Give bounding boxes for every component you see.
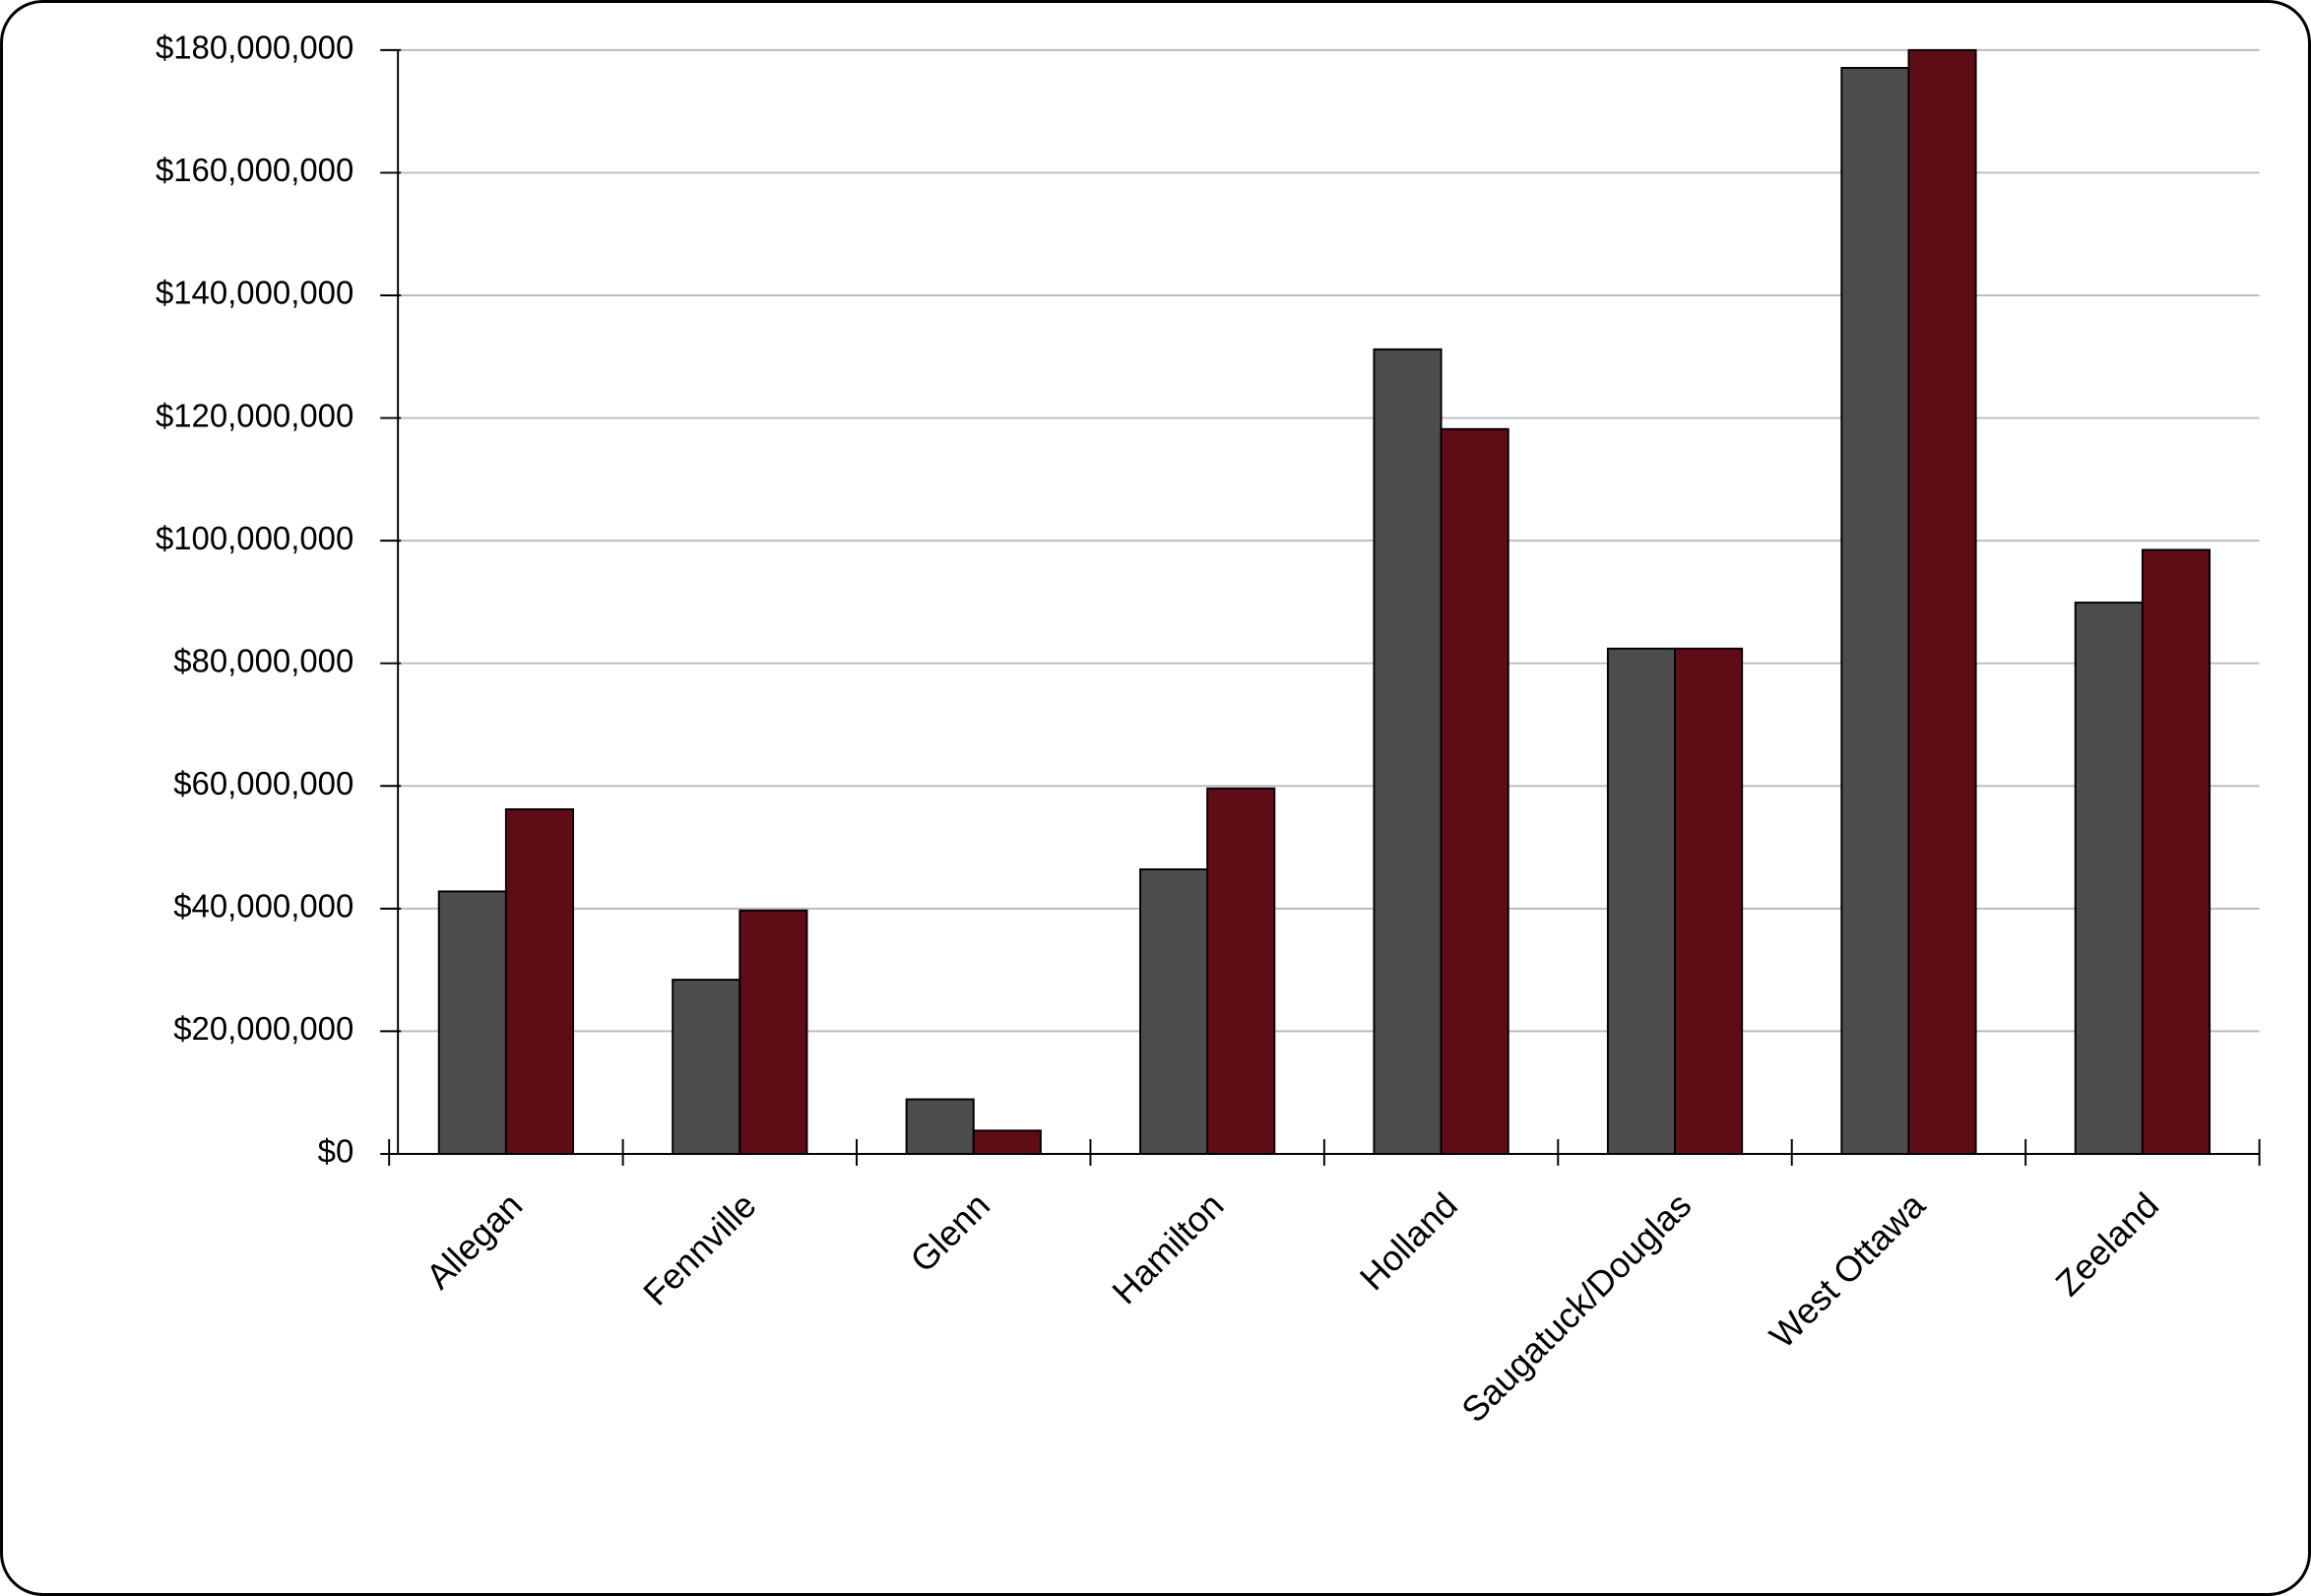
- bar: [1440, 427, 1509, 1155]
- y-tick-label: $160,000,000: [156, 152, 353, 188]
- y-tick-label: $60,000,000: [173, 765, 353, 801]
- bar: [972, 1129, 1042, 1155]
- y-tick-label: $100,000,000: [156, 520, 353, 556]
- bar: [1139, 868, 1209, 1155]
- bar: [2141, 548, 2211, 1155]
- bar: [1606, 647, 1676, 1155]
- bar: [504, 807, 575, 1155]
- bar: [1907, 48, 1977, 1155]
- bar: [1840, 66, 1910, 1155]
- y-tick-label: $180,000,000: [156, 30, 353, 66]
- y-tick-label: $120,000,000: [156, 397, 353, 433]
- bar: [905, 1098, 975, 1155]
- bar: [672, 979, 741, 1155]
- bar: [1206, 787, 1276, 1155]
- y-tick-label: $0: [318, 1133, 354, 1170]
- y-tick-label: $20,000,000: [173, 1010, 353, 1047]
- bar: [1373, 348, 1443, 1155]
- y-tick-label: $40,000,000: [173, 888, 353, 925]
- bar: [2074, 602, 2144, 1155]
- y-tick-label: $80,000,000: [173, 642, 353, 678]
- bar: [437, 890, 507, 1155]
- bar: [1674, 647, 1744, 1155]
- bar: [738, 909, 808, 1155]
- y-tick-label: $140,000,000: [156, 275, 353, 311]
